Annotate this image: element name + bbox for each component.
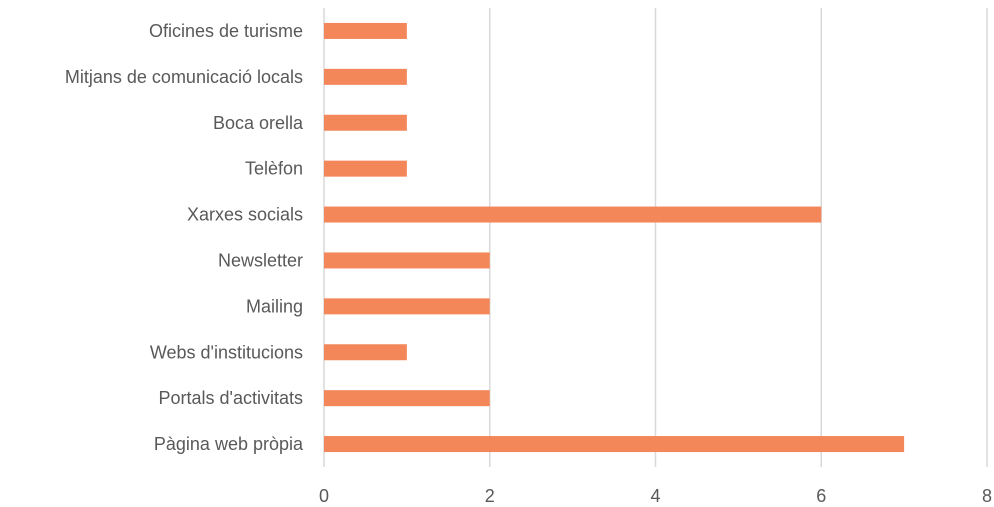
x-tick-label: 2 [485, 486, 495, 506]
bar [324, 206, 822, 223]
bar [324, 298, 490, 315]
bar [324, 390, 490, 407]
bar [324, 252, 490, 269]
category-label: Newsletter [218, 250, 303, 270]
bar [324, 436, 905, 453]
x-tick-label: 4 [650, 486, 660, 506]
x-tick-label: 0 [319, 486, 329, 506]
bars [324, 22, 905, 453]
category-label: Mitjans de comunicació locals [65, 67, 303, 87]
x-tick-label: 6 [816, 486, 826, 506]
x-tick-label: 8 [982, 486, 992, 506]
category-label: Portals d'activitats [159, 388, 304, 408]
category-label: Mailing [246, 296, 303, 316]
category-label: Telèfon [245, 159, 303, 179]
category-label: Oficines de turisme [149, 21, 303, 41]
category-label: Pàgina web pròpia [154, 434, 304, 454]
bar [324, 160, 407, 177]
category-label: Boca orella [213, 113, 304, 133]
bar [324, 344, 407, 361]
category-label: Xarxes socials [187, 205, 303, 225]
category-labels: Pàgina web pròpia Portals d'activitats Web… [65, 21, 304, 454]
category-label: Webs d'institucions [150, 342, 303, 362]
x-axis-tick-labels: 0 2 4 6 8 [319, 486, 992, 506]
bar [324, 22, 407, 39]
bar [324, 114, 407, 131]
bar [324, 68, 407, 85]
